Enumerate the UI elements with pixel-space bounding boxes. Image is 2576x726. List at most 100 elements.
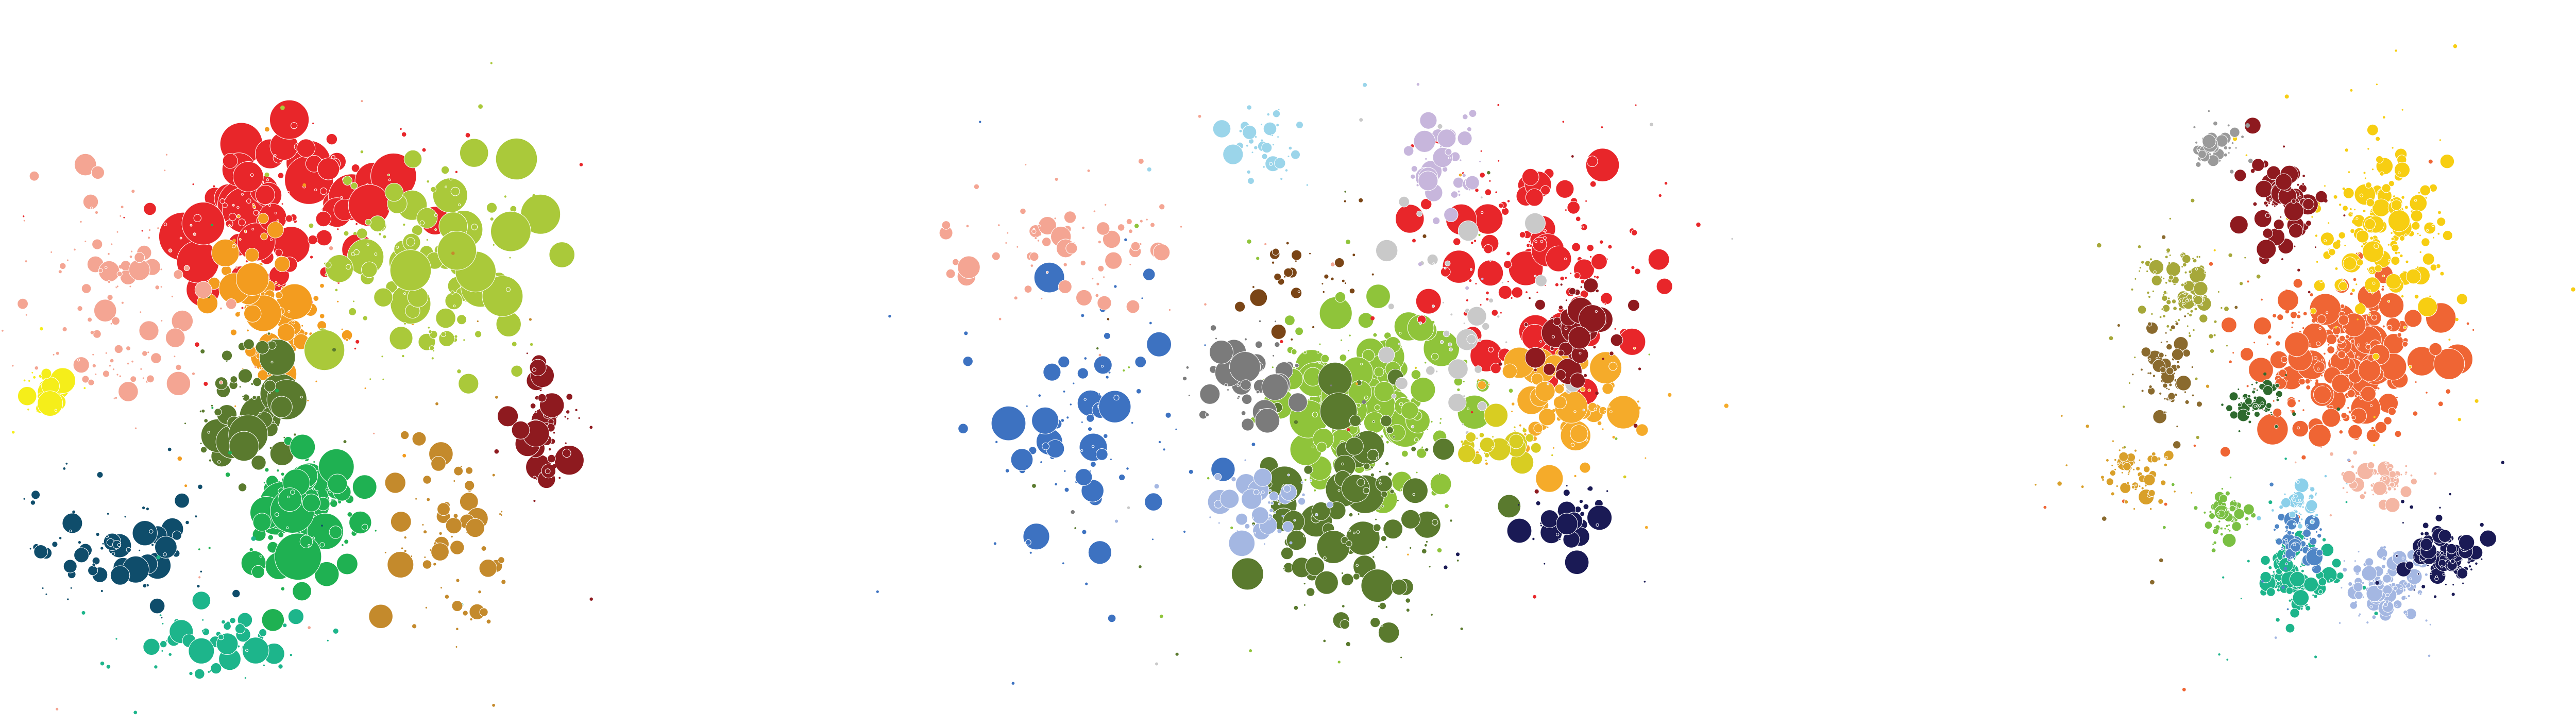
node [2288,599,2292,602]
node [1477,260,1504,286]
satellite-node [2315,234,2318,237]
node [1667,392,1672,398]
satellite-node [379,233,381,235]
node [2132,461,2136,464]
satellite-node [2405,342,2408,345]
node [2164,331,2167,334]
node [1244,459,1247,462]
node [232,204,235,207]
node [1130,421,1134,425]
node [1034,237,1038,240]
node [62,326,67,332]
node [1260,123,1263,126]
node [1536,291,1539,294]
node [2257,413,2289,445]
satellite-node [2261,298,2263,301]
node [347,512,353,517]
node [66,259,69,262]
node [2283,201,2304,222]
node [2354,590,2363,600]
node [2284,332,2310,357]
node [110,565,130,585]
node [364,387,367,390]
node [253,210,259,216]
node [1570,424,1588,443]
node [2353,560,2357,563]
satellite-node [2171,483,2175,486]
node [2166,343,2173,350]
satellite-node [1559,244,1564,248]
node [2395,396,2398,399]
node [450,540,465,555]
node [2404,471,2408,475]
satellite-node [2330,452,2333,456]
node [2209,510,2212,514]
node [1478,448,1481,451]
node [81,375,90,383]
node [2306,384,2311,390]
node [537,393,547,402]
node [123,216,126,219]
node [1553,396,1567,409]
node [547,454,556,463]
node [2246,523,2249,526]
node [54,409,58,412]
node [2319,279,2324,283]
node [1268,491,1279,501]
node [1501,207,1510,215]
node [2263,201,2268,206]
node [2456,293,2468,305]
node [1410,377,1436,403]
node [454,334,458,339]
cluster-8 [81,536,464,715]
node [1488,347,1494,352]
node [1511,286,1523,298]
node [1524,212,1546,234]
cluster-14 [1414,366,1626,479]
node [1411,446,1417,452]
satellite-node [1248,374,1253,378]
satellite-node [1457,388,1460,392]
node [2315,513,2319,517]
node [2370,404,2373,407]
node [2326,311,2329,314]
node [382,378,385,381]
node [2327,343,2330,346]
node [1284,315,1295,326]
node [1558,538,1561,541]
node [1396,499,1399,502]
node [1010,448,1033,471]
node [2143,466,2150,473]
node [1324,274,1329,279]
node [1295,327,1303,336]
node [201,409,206,413]
node [2400,294,2404,298]
node [2225,491,2230,496]
node [1029,551,1032,554]
node [1656,278,1673,295]
node [2269,411,2273,414]
node [1543,363,1556,376]
node [2391,199,2402,211]
node [1138,158,1144,164]
node [276,469,280,472]
node [238,483,247,492]
node [2171,348,2184,361]
satellite-node [1175,652,1179,656]
node [1518,424,1522,427]
satellite-node [2279,505,2283,509]
node [355,222,358,226]
satellite-node [208,547,211,549]
node [1282,567,1285,570]
node [251,565,265,579]
node [1560,283,1563,286]
satellite-node [1633,424,1638,428]
node [90,207,93,209]
node [2298,399,2301,402]
node [1564,276,1568,280]
node [222,153,238,169]
satellite-node [355,340,360,344]
node [1539,340,1543,343]
node [2168,217,2172,221]
satellite-node [321,525,323,527]
